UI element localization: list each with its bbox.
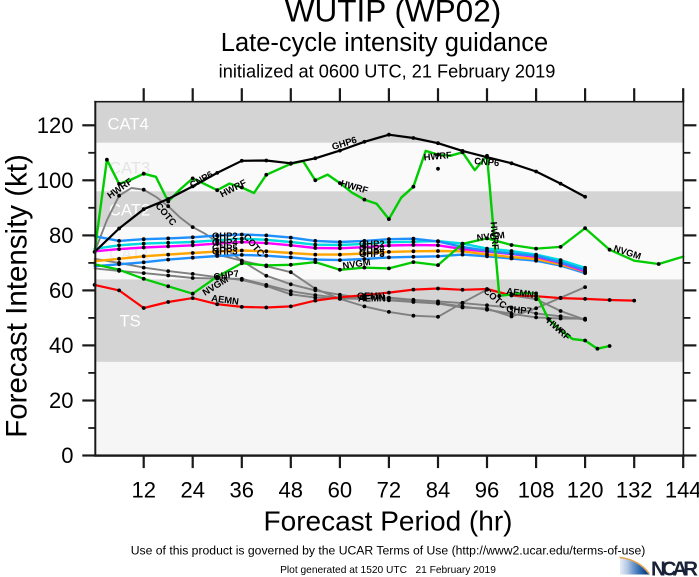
svg-text:144: 144	[665, 478, 699, 503]
svg-text:12: 12	[131, 478, 155, 503]
svg-text:GHP7: GHP7	[213, 268, 240, 282]
svg-text:HWRF: HWRF	[489, 221, 502, 250]
svg-text:Plot generated at 1520 UTC 2: Plot generated at 1520 UTC 21 February 2…	[280, 565, 496, 576]
svg-text:60: 60	[328, 478, 352, 503]
svg-text:132: 132	[616, 478, 653, 503]
svg-text:84: 84	[426, 478, 450, 503]
svg-text:GHP7: GHP7	[506, 303, 532, 316]
svg-text:120: 120	[37, 113, 74, 138]
svg-text:60: 60	[49, 278, 73, 303]
svg-text:GHP2: GHP2	[212, 230, 238, 241]
svg-text:WUTIP (WP02): WUTIP (WP02)	[285, 0, 501, 29]
svg-text:TS: TS	[120, 312, 141, 331]
svg-text:Use of this product is governe: Use of this product is governed by the U…	[131, 544, 646, 558]
svg-text:24: 24	[180, 478, 204, 503]
svg-text:CAT4: CAT4	[108, 114, 149, 133]
svg-text:AEMN: AEMN	[358, 293, 386, 304]
svg-text:initialized at 0600 UTC, 21 Fe: initialized at 0600 UTC, 21 February 201…	[219, 62, 556, 82]
svg-text:NCAR: NCAR	[651, 558, 698, 577]
svg-text:48: 48	[279, 478, 303, 503]
svg-text:Forecast Period (hr): Forecast Period (hr)	[264, 506, 513, 537]
svg-text:GFMN: GFMN	[357, 290, 385, 301]
svg-text:96: 96	[475, 478, 499, 503]
svg-text:NVGM: NVGM	[476, 229, 505, 243]
svg-text:GHP5: GHP5	[359, 247, 385, 258]
svg-text:36: 36	[230, 478, 254, 503]
svg-text:80: 80	[49, 223, 73, 248]
svg-text:100: 100	[37, 168, 74, 193]
svg-text:Forecast Intensity (kt): Forecast Intensity (kt)	[1, 154, 34, 438]
svg-text:GHP4: GHP4	[359, 243, 385, 254]
svg-text:40: 40	[49, 333, 73, 358]
svg-text:GHP4: GHP4	[212, 237, 238, 248]
svg-text:CNP6: CNP6	[474, 155, 500, 168]
svg-text:120: 120	[567, 478, 604, 503]
svg-text:Late-cycle intensity guidance: Late-cycle intensity guidance	[221, 29, 548, 57]
svg-text:AEMN: AEMN	[506, 285, 535, 300]
svg-text:HWRF: HWRF	[423, 149, 452, 162]
svg-text:AEMN: AEMN	[211, 292, 240, 307]
svg-text:20: 20	[49, 388, 73, 413]
svg-text:0: 0	[61, 443, 73, 468]
svg-text:GHP2: GHP2	[359, 238, 385, 249]
svg-text:GHP5: GHP5	[212, 242, 238, 253]
svg-text:CAT3: CAT3	[109, 158, 150, 177]
svg-text:NVGM: NVGM	[342, 256, 372, 271]
svg-text:108: 108	[518, 478, 555, 503]
svg-text:72: 72	[377, 478, 401, 503]
svg-text:CAT2: CAT2	[109, 200, 150, 219]
svg-text:GHP3: GHP3	[359, 248, 385, 259]
svg-text:GHP3: GHP3	[212, 246, 238, 257]
